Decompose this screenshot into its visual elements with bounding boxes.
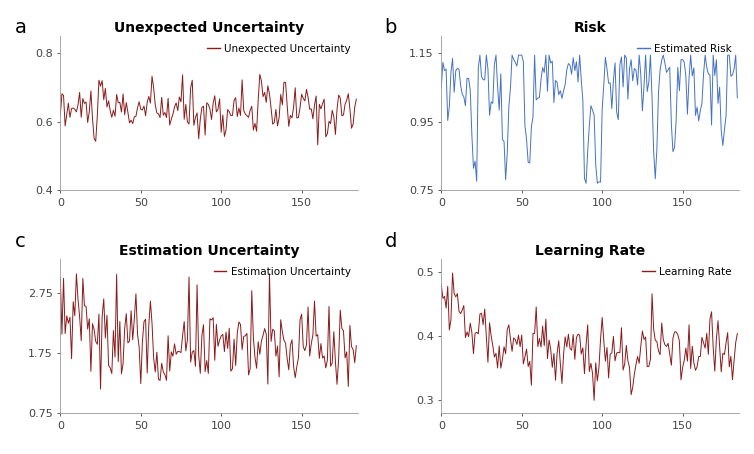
Text: c: c — [15, 232, 26, 251]
Title: Risk: Risk — [574, 21, 606, 35]
Legend: Estimated Risk: Estimated Risk — [635, 41, 734, 56]
Title: Unexpected Uncertainty: Unexpected Uncertainty — [114, 21, 304, 35]
Title: Learning Rate: Learning Rate — [535, 244, 645, 258]
Legend: Unexpected Uncertainty: Unexpected Uncertainty — [205, 41, 353, 56]
Legend: Estimation Uncertainty: Estimation Uncertainty — [212, 265, 353, 279]
Legend: Learning Rate: Learning Rate — [640, 265, 734, 279]
Text: a: a — [15, 18, 27, 37]
Title: Estimation Uncertainty: Estimation Uncertainty — [119, 244, 299, 258]
Text: b: b — [385, 18, 397, 37]
Text: d: d — [385, 232, 397, 251]
